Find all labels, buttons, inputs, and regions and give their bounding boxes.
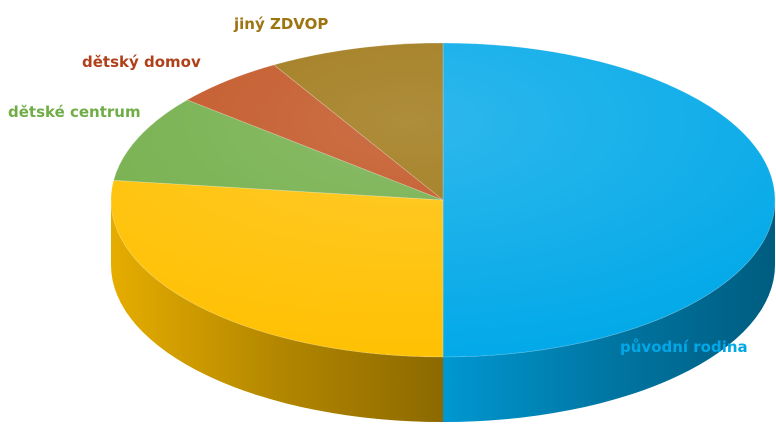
pie-top-gloss — [111, 43, 775, 357]
slice-label-jiny-zdvop: jiný ZDVOP — [233, 15, 328, 33]
slice-label-puvodni-rodina: původní rodina — [620, 338, 748, 356]
slice-label-detske-centrum: dětské centrum — [8, 103, 141, 121]
slice-label-detsky-domov: dětský domov — [82, 53, 201, 71]
